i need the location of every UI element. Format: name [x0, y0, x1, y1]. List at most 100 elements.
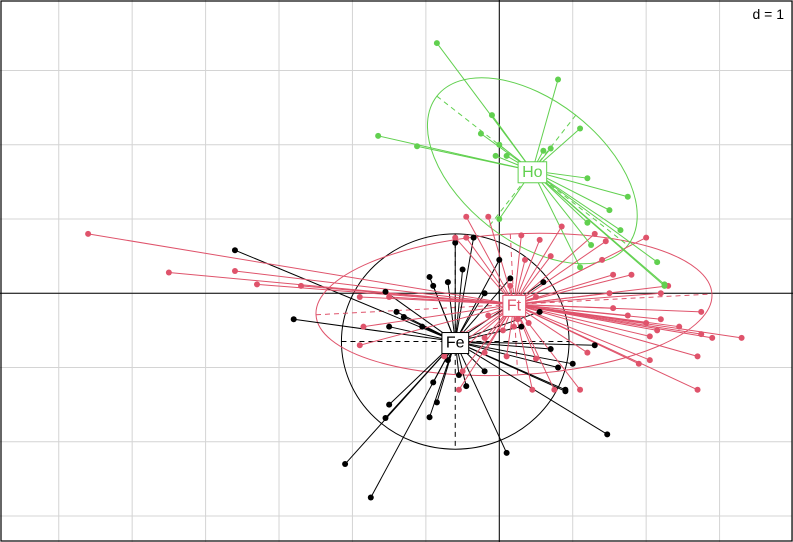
spoke-ft	[513, 226, 563, 305]
spoke-ft	[513, 274, 632, 305]
spoke-ft	[513, 303, 702, 313]
spoke-ft	[513, 303, 651, 361]
point-ft	[510, 323, 517, 330]
point-ft	[507, 282, 514, 289]
point-ft	[452, 234, 459, 241]
spoke-ft	[513, 233, 596, 305]
point-ho	[661, 281, 668, 288]
point-ft	[698, 331, 705, 338]
point-fe	[430, 282, 437, 289]
spoke-ft	[513, 303, 713, 339]
spoke-ft	[513, 292, 661, 305]
point-ho	[577, 125, 584, 132]
point-ft	[529, 386, 536, 393]
spoke-ft	[513, 237, 647, 305]
spoke-ft	[234, 270, 515, 305]
point-fe	[430, 379, 437, 386]
point-ft	[459, 368, 466, 375]
point-ft	[518, 232, 525, 239]
point-ho	[414, 143, 421, 150]
point-ft	[558, 223, 565, 230]
point-ft	[709, 334, 716, 341]
point-ft	[231, 268, 238, 274]
point-ho	[488, 112, 495, 119]
point-fe	[496, 256, 503, 263]
spoke-fe	[455, 341, 566, 392]
point-ft	[455, 386, 462, 393]
point-fe	[393, 308, 400, 315]
spoke-ft	[363, 303, 515, 328]
point-ft	[628, 271, 635, 278]
point-fe	[481, 368, 488, 375]
point-ho	[496, 141, 503, 148]
point-ft	[657, 290, 664, 297]
point-fe	[342, 461, 349, 468]
point-ft	[536, 236, 543, 243]
point-ft	[624, 312, 631, 319]
point-fe	[426, 414, 433, 421]
point-ft	[738, 334, 745, 341]
ellipse-axis-minor-ft	[509, 233, 519, 375]
point-ho	[577, 264, 584, 271]
point-fe	[444, 279, 451, 286]
point-ho	[654, 259, 661, 266]
point-ft	[485, 312, 492, 319]
spokes	[88, 42, 742, 498]
spoke-ho	[531, 79, 559, 171]
point-fe	[536, 308, 543, 315]
point-fe	[507, 275, 514, 282]
point-ft	[356, 342, 363, 349]
group-labels: Fe Ft Ho	[441, 161, 548, 355]
spoke-ho	[531, 170, 581, 268]
point-ft	[533, 355, 540, 362]
group-label-box	[517, 161, 548, 184]
point-fe	[382, 288, 389, 295]
spoke-ho	[416, 145, 533, 172]
point-ho	[584, 175, 591, 182]
spoke-fe	[344, 341, 456, 465]
spoke-fe	[454, 269, 464, 342]
point-fe	[382, 415, 389, 422]
ellipse-axis-minor-ho	[488, 114, 577, 227]
group-label-text: Ft	[507, 297, 522, 314]
point-ft	[646, 333, 653, 340]
point-fe	[400, 314, 407, 321]
point-fe	[562, 388, 569, 395]
spoke-ft	[513, 303, 650, 337]
point-fe	[503, 449, 510, 456]
point-ho	[540, 147, 547, 154]
point-ft	[485, 213, 492, 220]
point-ft	[525, 319, 532, 326]
point-ho	[584, 219, 591, 226]
point-fe	[555, 364, 562, 371]
spoke-ft	[513, 303, 661, 320]
point-fe	[591, 342, 598, 349]
point-fe	[604, 431, 611, 438]
point-ft	[463, 234, 470, 241]
point-fe	[452, 239, 459, 246]
point-fe	[290, 316, 297, 323]
spoke-fe	[455, 341, 573, 365]
spoke-fe	[429, 341, 456, 418]
scale-label-bg	[740, 3, 790, 23]
point-ho	[477, 130, 484, 137]
group-label-ho: Ho	[517, 161, 548, 184]
point-fe	[367, 494, 374, 501]
point-fe	[455, 371, 462, 378]
point-fe	[470, 234, 477, 241]
point-ft	[635, 360, 642, 367]
spoke-ft	[389, 296, 515, 305]
spoke-ho	[532, 170, 665, 285]
spoke-fe	[234, 249, 456, 342]
spoke-ft	[513, 303, 588, 354]
spoke-ft	[454, 237, 515, 305]
point-ft	[694, 386, 701, 393]
point-ft	[602, 238, 609, 245]
spoke-ft	[301, 285, 515, 305]
point-ft	[676, 323, 683, 330]
spoke-ft	[513, 240, 607, 305]
point-fe	[433, 399, 440, 406]
point-ft	[591, 230, 598, 237]
point-ft	[503, 353, 510, 360]
